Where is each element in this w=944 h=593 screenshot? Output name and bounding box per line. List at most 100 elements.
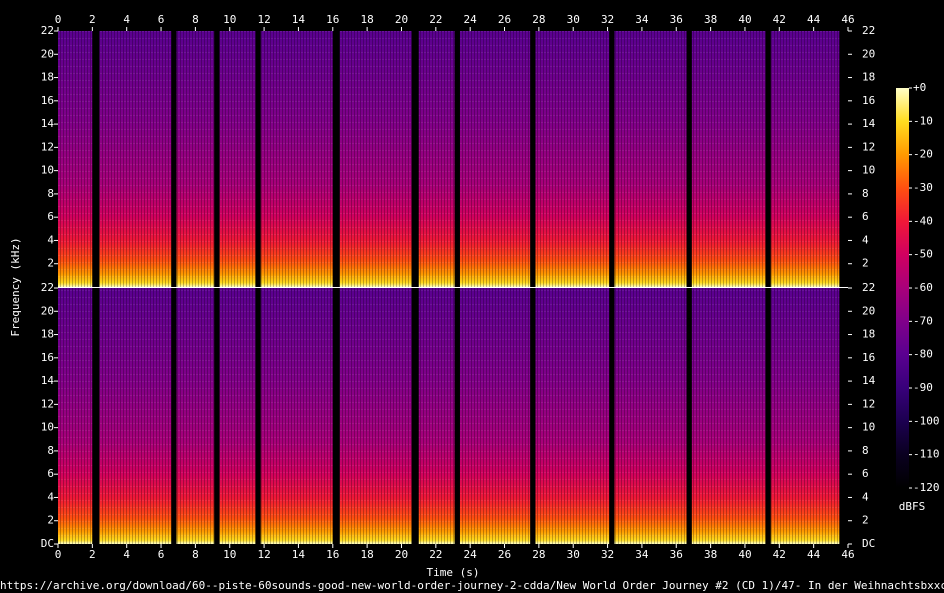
silence — [454, 288, 460, 544]
y-tick-label-left: 12 — [41, 397, 54, 410]
y-axis-label: Frequency (kHz) — [9, 237, 22, 336]
y-tick-label-left: 16 — [41, 351, 54, 364]
spectrum-texture — [459, 288, 531, 544]
silence — [332, 31, 340, 287]
colorbar-tick-label: -40 — [913, 214, 933, 227]
x-tick-label-top: 12 — [257, 13, 270, 26]
silence — [92, 288, 100, 544]
silence — [171, 31, 177, 287]
y-tick-label-right: 4 — [862, 233, 869, 246]
x-tick-label-bottom: 36 — [670, 548, 683, 561]
silence — [214, 288, 220, 544]
y-tick-label-right: 12 — [862, 397, 875, 410]
x-tick-label-bottom: 6 — [158, 548, 165, 561]
y-tick-label-left: 16 — [41, 94, 54, 107]
spectrum-texture — [614, 288, 687, 544]
y-tick-label-right: 6 — [862, 467, 869, 480]
file-path: https://archive.org/download/60--piste-6… — [0, 579, 944, 592]
x-tick-label-bottom: 28 — [532, 548, 545, 561]
x-tick-label-top: 8 — [192, 13, 199, 26]
silence — [411, 31, 419, 287]
x-tick-label-top: 18 — [361, 13, 374, 26]
silence — [765, 288, 771, 544]
spectrum-texture — [339, 31, 412, 287]
y-tick-label-right: 8 — [862, 444, 869, 457]
x-tick-label-top: 34 — [635, 13, 649, 26]
x-tick-label-bottom: 4 — [123, 548, 130, 561]
y-tick-label-right: 16 — [862, 351, 875, 364]
x-tick-label-top: 46 — [841, 13, 854, 26]
y-tick-label-right: 14 — [862, 117, 876, 130]
y-tick-label-left: 20 — [41, 304, 54, 317]
y-tick-label-left: DC — [41, 537, 54, 550]
y-tick-label-left: 6 — [47, 210, 54, 223]
x-tick-label-bottom: 18 — [361, 548, 374, 561]
x-tick-label-bottom: 0 — [55, 548, 62, 561]
silence — [839, 288, 848, 544]
y-tick-label-left: 8 — [47, 444, 54, 457]
x-tick-label-top: 28 — [532, 13, 545, 26]
colorbar-tick-label: -10 — [913, 114, 933, 127]
y-tick-label-right: 14 — [862, 374, 876, 387]
colorbar-tick-label: +0 — [913, 81, 926, 94]
spectrum-texture — [691, 288, 766, 544]
x-tick-label-top: 24 — [464, 13, 478, 26]
y-tick-label-left: 18 — [41, 328, 54, 341]
y-tick-label-left: 2 — [47, 257, 54, 270]
silence — [765, 31, 771, 287]
x-tick-label-bottom: 46 — [841, 548, 854, 561]
x-tick-label-top: 16 — [326, 13, 339, 26]
y-tick-label-right: 12 — [862, 140, 875, 153]
x-tick-label-bottom: 34 — [635, 548, 649, 561]
y-tick-label-left: 10 — [41, 164, 54, 177]
spectrum-texture — [176, 31, 215, 287]
y-tick-label-right: 20 — [862, 304, 875, 317]
spectrum-texture — [535, 31, 610, 287]
silence — [454, 31, 460, 287]
colorbar-tick-label: -90 — [913, 381, 933, 394]
silence — [171, 288, 177, 544]
y-tick-label-right: 20 — [862, 47, 875, 60]
spectrum-texture — [535, 288, 610, 544]
x-tick-label-bottom: 2 — [89, 548, 96, 561]
silence — [686, 288, 692, 544]
colorbar-tick-label: -30 — [913, 181, 933, 194]
spectrum-texture — [219, 31, 256, 287]
colorbar-tick-label: -70 — [913, 314, 933, 327]
x-tick-label-bottom: 30 — [567, 548, 580, 561]
x-tick-label-top: 32 — [601, 13, 614, 26]
y-tick-label-right: 6 — [862, 210, 869, 223]
silence — [255, 31, 261, 287]
x-tick-label-bottom: 16 — [326, 548, 339, 561]
spectrum-texture — [176, 288, 215, 544]
y-tick-label-left: 22 — [41, 281, 54, 294]
x-tick-label-top: 38 — [704, 13, 717, 26]
y-tick-label-left: 10 — [41, 421, 54, 434]
x-tick-label-bottom: 22 — [429, 548, 442, 561]
spectrum-texture — [691, 31, 766, 287]
y-tick-label-right: 10 — [862, 421, 875, 434]
y-tick-label-left: 18 — [41, 71, 54, 84]
spectrum-texture — [770, 288, 840, 544]
x-tick-label-bottom: 44 — [807, 548, 821, 561]
colorbar — [896, 88, 909, 488]
silence — [609, 31, 615, 287]
colorbar-tick-label: -50 — [913, 248, 933, 261]
x-tick-label-bottom: 10 — [223, 548, 236, 561]
x-tick-label-top: 42 — [773, 13, 786, 26]
silence — [686, 31, 692, 287]
x-axis-label: Time (s) — [427, 566, 480, 579]
colorbar-tick-label: -60 — [913, 281, 933, 294]
x-tick-label-top: 26 — [498, 13, 511, 26]
spectrum-texture — [614, 31, 687, 287]
silence — [530, 31, 536, 287]
spectrum-texture — [339, 288, 412, 544]
colorbar-tick-label: -80 — [913, 348, 933, 361]
x-tick-label-top: 40 — [738, 13, 751, 26]
y-tick-label-right: DC — [862, 537, 875, 550]
y-tick-label-left: 4 — [47, 233, 54, 246]
spectrum-texture — [99, 288, 172, 544]
x-tick-label-top: 2 — [89, 13, 96, 26]
x-tick-label-top: 4 — [123, 13, 130, 26]
